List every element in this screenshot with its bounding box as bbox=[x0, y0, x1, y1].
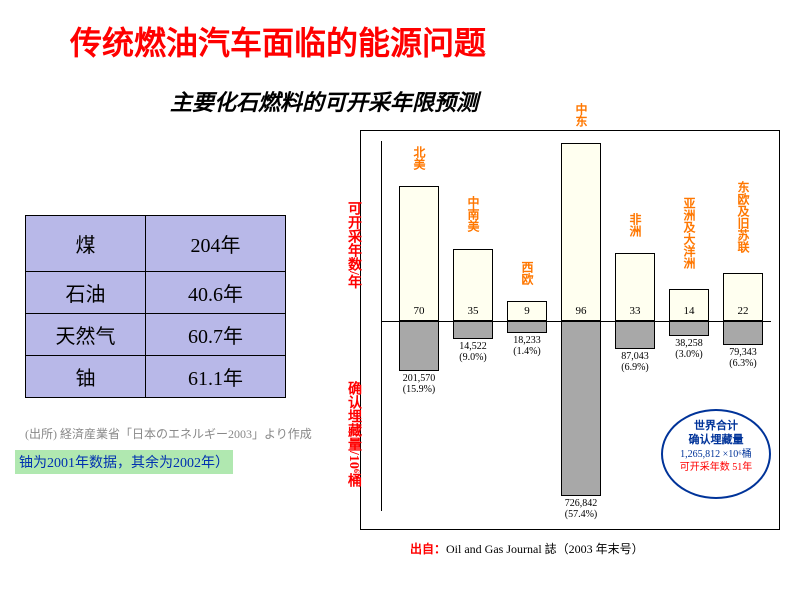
cell: 61.1年 bbox=[146, 356, 286, 398]
bar-reserves bbox=[561, 321, 601, 496]
bar-years: 33 bbox=[615, 253, 655, 321]
cell: 204年 bbox=[146, 216, 286, 272]
bar-reserves bbox=[399, 321, 439, 371]
y-axis bbox=[381, 141, 382, 511]
cell: 铀 bbox=[26, 356, 146, 398]
circle-line: 世界合计 bbox=[663, 419, 769, 433]
bar-value: 70 bbox=[400, 305, 438, 317]
fuel-table: 煤204年 石油40.6年 天然气60.7年 铀61.1年 bbox=[25, 215, 286, 398]
bar-group: 中东96726,842(57.4%) bbox=[561, 131, 601, 511]
bar-value: 96 bbox=[562, 305, 600, 317]
bar-years: 9 bbox=[507, 301, 547, 321]
bar-value: 14 bbox=[670, 305, 708, 317]
table-source-note: (出所) 経済産業省「日本のエネルギー2003」より作成 bbox=[25, 425, 312, 442]
bar-value: 35 bbox=[454, 305, 492, 317]
bar-years: 70 bbox=[399, 186, 439, 321]
region-label: 亚洲及大洋洲 bbox=[681, 197, 698, 269]
circle-line: 确认埋藏量 bbox=[663, 433, 769, 447]
region-label: 中南美 bbox=[465, 196, 482, 232]
region-label: 中东 bbox=[573, 103, 590, 127]
bar-value: 22 bbox=[724, 305, 762, 317]
reserves-chart: 可开采年数/年 确认埋藏量/10⁶桶 北美70201,570(15.9%)中南美… bbox=[360, 130, 780, 530]
bar-reserves-label: 87,043(6.9%) bbox=[615, 351, 655, 373]
bar-reserves-label: 38,258(3.0%) bbox=[669, 338, 709, 360]
data-year-note: 铀为2001年数据，其余为2002年） bbox=[15, 450, 233, 474]
bar-reserves-label: 18,233(1.4%) bbox=[507, 335, 547, 357]
source-label: 出自： bbox=[410, 542, 446, 556]
bar-reserves-label: 726,842(57.4%) bbox=[561, 498, 601, 520]
y-axis-label-bottom: 确认埋藏量/10⁶桶 bbox=[343, 381, 363, 487]
bar-reserves-label: 14,522(9.0%) bbox=[453, 341, 493, 363]
cell: 天然气 bbox=[26, 314, 146, 356]
region-label: 非洲 bbox=[627, 213, 644, 237]
region-label: 东欧及旧苏联 bbox=[735, 181, 752, 253]
source-text: Oil and Gas Journal 誌（2003 年末号） bbox=[446, 542, 644, 556]
bar-reserves-label: 201,570(15.9%) bbox=[399, 373, 439, 395]
page-title: 传统燃油汽车面临的能源问题 bbox=[70, 18, 486, 64]
bar-years: 35 bbox=[453, 249, 493, 321]
bar-years: 22 bbox=[723, 273, 763, 321]
chart-source: 出自：Oil and Gas Journal 誌（2003 年末号） bbox=[410, 540, 644, 557]
bar-reserves-label: 79,343(6.3%) bbox=[723, 347, 763, 369]
bar-reserves bbox=[669, 321, 709, 336]
cell: 石油 bbox=[26, 272, 146, 314]
cell: 60.7年 bbox=[146, 314, 286, 356]
region-label: 北美 bbox=[411, 146, 428, 170]
bar-group: 西欧 9 18,233(1.4%) bbox=[507, 131, 547, 511]
region-label: 西欧 bbox=[519, 261, 536, 285]
chart-subtitle: 主要化石燃料的可开采年限预测 bbox=[170, 85, 478, 117]
world-total-callout: 世界合计 确认埋藏量 1,265,812 ×10⁶桶 可开采年数 51年 bbox=[661, 409, 771, 499]
bar-reserves bbox=[507, 321, 547, 333]
cell: 40.6年 bbox=[146, 272, 286, 314]
bar-group: 北美 70 201,570(15.9%) bbox=[399, 131, 439, 511]
bar-value: 9 bbox=[508, 305, 546, 317]
circle-line: 可开采年数 51年 bbox=[663, 461, 769, 474]
bar-reserves bbox=[453, 321, 493, 339]
bar-reserves bbox=[723, 321, 763, 345]
bar-group: 中南美 35 14,522(9.0%) bbox=[453, 131, 493, 511]
bar-years: 14 bbox=[669, 289, 709, 321]
y-axis-label-top: 可开采年数/年 bbox=[343, 201, 363, 289]
bar-reserves bbox=[615, 321, 655, 349]
bar-years: 96 bbox=[561, 143, 601, 321]
cell: 煤 bbox=[26, 216, 146, 272]
bar-group: 非洲 33 87,043(6.9%) bbox=[615, 131, 655, 511]
bar-value: 33 bbox=[616, 305, 654, 317]
circle-line: 1,265,812 ×10⁶桶 bbox=[663, 448, 769, 461]
